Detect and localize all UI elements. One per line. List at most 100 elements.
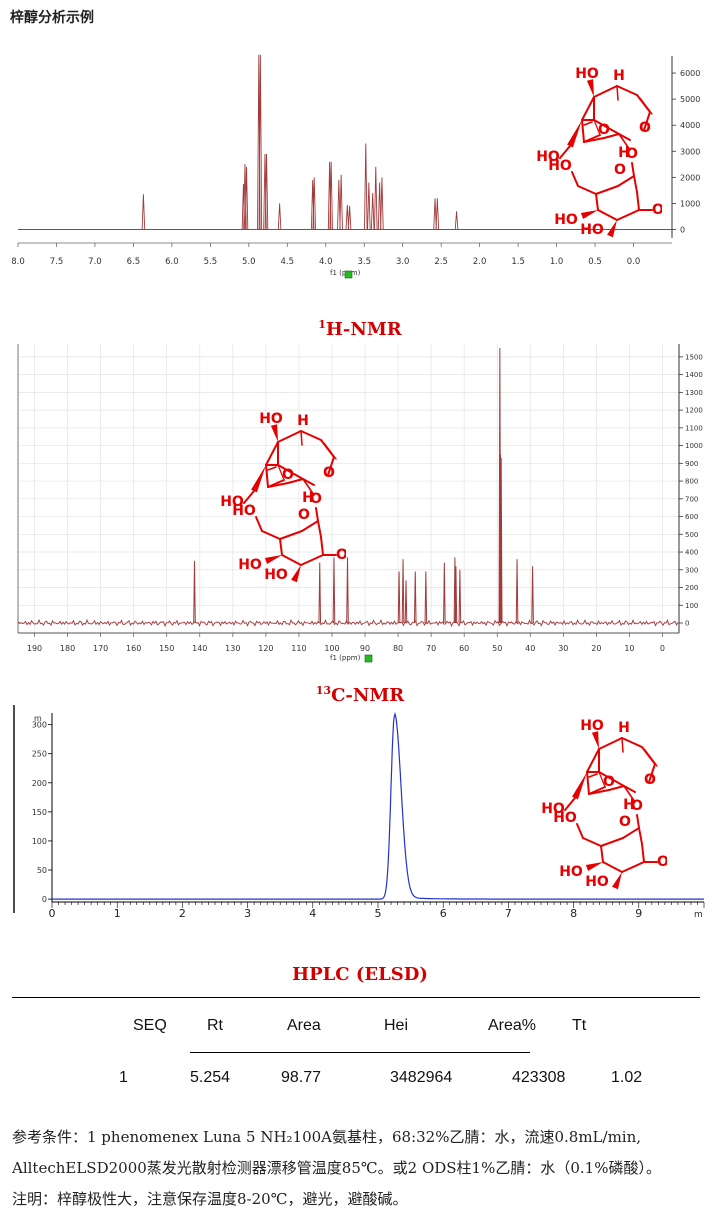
hplc-x-tick-label: 9 bbox=[635, 907, 642, 920]
atom-label: H bbox=[618, 720, 630, 736]
h-nmr-peak bbox=[370, 192, 375, 230]
h-nmr-peak bbox=[329, 161, 333, 230]
h-nmr-peak bbox=[141, 194, 146, 230]
h-nmr-x-tick-label: 1.0 bbox=[550, 257, 564, 267]
c-nmr-x-tick-label: 20 bbox=[591, 644, 601, 653]
bond-wedge bbox=[251, 465, 266, 493]
c-nmr-x-tick-label: 90 bbox=[360, 644, 370, 653]
c-nmr-x-tick-label: 160 bbox=[126, 644, 141, 653]
atom-label: O bbox=[282, 467, 294, 483]
bond-wedge bbox=[567, 120, 582, 148]
c-nmr-x-tick-label: 180 bbox=[60, 644, 75, 653]
h-nmr-y-tick-label: 1000 bbox=[680, 199, 700, 208]
c-nmr-x-tick-label: 40 bbox=[525, 644, 535, 653]
c-nmr-y-tick-label: 400 bbox=[685, 549, 698, 557]
h-nmr-peak bbox=[244, 166, 249, 230]
atom-label: O bbox=[298, 507, 310, 523]
bond-line bbox=[317, 520, 322, 538]
c-nmr-y-tick-label: 900 bbox=[685, 460, 698, 468]
bond-line bbox=[636, 191, 640, 211]
c-nmr-y-tick-label: 600 bbox=[685, 513, 698, 521]
h-nmr-x-tick-label: 5.5 bbox=[204, 257, 218, 267]
c-nmr-peak bbox=[443, 562, 446, 624]
bond-line bbox=[648, 763, 656, 783]
c-nmr-scroll-handle[interactable] bbox=[364, 654, 373, 663]
hplc-x-tick-label: 1 bbox=[114, 907, 121, 920]
header-hei: Hei bbox=[384, 1017, 409, 1034]
atom-label: O bbox=[631, 798, 643, 814]
atom-label: HO bbox=[554, 212, 578, 228]
bond-line bbox=[265, 464, 269, 488]
hplc-y-tick-label: 300 bbox=[32, 721, 47, 730]
hplc-x-tick-label: 0 bbox=[49, 907, 56, 920]
hplc-y-unit: m bbox=[34, 714, 42, 723]
c-nmr-x-tick-label: 100 bbox=[324, 644, 339, 653]
atom-label: H bbox=[297, 413, 309, 429]
c-nmr-x-tick-label: 0 bbox=[660, 644, 665, 653]
c-nmr-y-tick-label: 1400 bbox=[685, 371, 703, 379]
h-nmr-peak bbox=[345, 204, 350, 230]
h-nmr-peak bbox=[258, 54, 263, 230]
atom-label: HO bbox=[575, 66, 599, 82]
bond-line bbox=[265, 441, 279, 466]
atom-label: O bbox=[598, 122, 610, 138]
c-nmr-peak bbox=[531, 566, 534, 624]
h-nmr-x-tick-label: 8.0 bbox=[11, 257, 25, 267]
atom-label: HO bbox=[220, 494, 244, 510]
h-nmr-x-tick-label: 7.0 bbox=[88, 257, 102, 267]
table-mid-rule bbox=[190, 1052, 530, 1053]
hplc-x-tick-label: 8 bbox=[570, 907, 577, 920]
header-rt: Rt bbox=[207, 1017, 223, 1034]
bond-line bbox=[598, 771, 606, 788]
h-nmr-scroll-handle[interactable] bbox=[344, 270, 353, 279]
bond-line bbox=[618, 133, 631, 151]
hplc-y-tick-label: 50 bbox=[37, 866, 47, 875]
bond-line bbox=[623, 785, 636, 793]
hplc-chromatogram: m m 300 250 200 150 100 50 0 0 1 2 3 4 5 6 7 8 9 bbox=[13, 705, 705, 920]
h-nmr-peak bbox=[380, 177, 384, 230]
bond-wedge bbox=[572, 772, 587, 800]
bond-line bbox=[638, 827, 643, 845]
c-nmr-peak bbox=[413, 571, 417, 624]
cell-tt: 1.02 bbox=[611, 1069, 643, 1086]
bond-line bbox=[583, 121, 593, 126]
bond-line bbox=[302, 478, 315, 486]
atom-label: OH bbox=[336, 547, 346, 563]
bond-line bbox=[593, 119, 601, 136]
bond-line bbox=[597, 209, 618, 221]
hplc-trace bbox=[52, 711, 704, 900]
h-nmr-x-tick-label: 6.5 bbox=[127, 257, 141, 267]
bond-line bbox=[564, 797, 576, 811]
c-nmr-y-tick-label: 300 bbox=[685, 566, 698, 574]
bond-line bbox=[581, 96, 595, 121]
c-nmr-x-tick-label: 110 bbox=[291, 644, 306, 653]
storage-note: 注明：梓醇极性大，注意保存温度8-20℃，避光，避酸碱。 bbox=[12, 1190, 408, 1208]
atom-label: HO bbox=[259, 411, 283, 427]
c-nmr-peak bbox=[424, 571, 428, 624]
hplc-y-tick-label: 100 bbox=[32, 837, 47, 846]
bond-line bbox=[267, 466, 277, 471]
h-nmr-x-tick-label: 0.5 bbox=[588, 257, 602, 267]
c-nmr-x-tick-label: 60 bbox=[459, 644, 469, 653]
bond-line bbox=[300, 430, 303, 446]
bond-line bbox=[636, 814, 640, 829]
h-nmr-peak bbox=[374, 166, 378, 230]
c-nmr-y-tick-label: 1300 bbox=[685, 389, 703, 397]
c-nmr-baseline bbox=[17, 618, 679, 628]
hplc-y-tick-label: 200 bbox=[32, 779, 47, 788]
h-nmr-chart: 6000 5000 4000 3000 2000 1000 0 8.0 7.5 7.0 6.5 6.… bbox=[11, 54, 700, 279]
bond-wedge bbox=[591, 731, 599, 749]
c-nmr-peak bbox=[193, 560, 196, 624]
reference-conditions-line2: AlltechELSD2000蒸发光散射检测器漂移管温度85℃。或2 ODS柱1… bbox=[12, 1159, 661, 1177]
c-nmr-peak bbox=[458, 569, 462, 624]
atom-label: O bbox=[639, 120, 651, 136]
atom-label: HO bbox=[264, 567, 288, 583]
bond-line bbox=[621, 737, 643, 748]
header-area: Area bbox=[287, 1017, 321, 1034]
bond-line bbox=[588, 786, 606, 795]
h-nmr-y-tick-label: 4000 bbox=[680, 121, 700, 130]
h-nmr-peak bbox=[435, 198, 440, 230]
bond-line bbox=[261, 530, 281, 540]
